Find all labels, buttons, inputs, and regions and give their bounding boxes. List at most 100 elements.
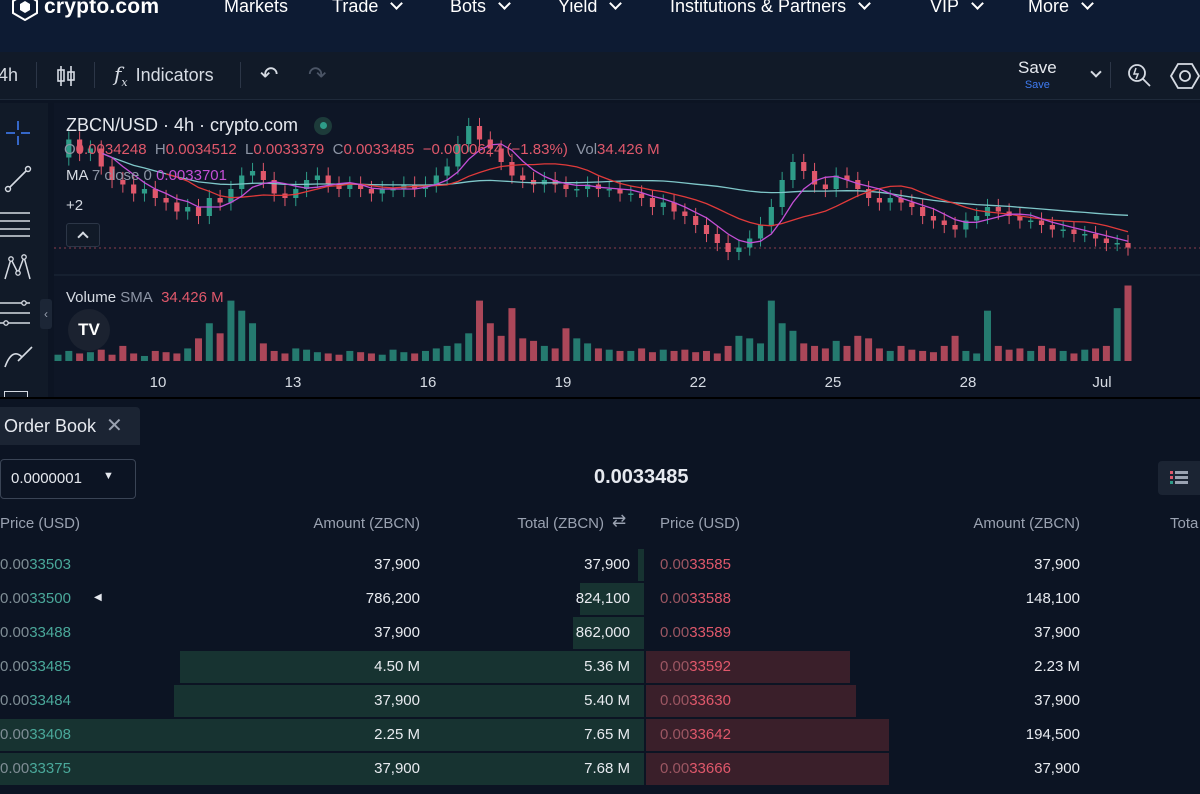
order-book-row[interactable]: 0.0033503 37,900 37,900 0.0033585 37,900 <box>0 548 1200 582</box>
ma-legend[interactable]: MA 7 close 0 0.0033701 <box>66 167 227 184</box>
bid-price[interactable]: 0.0033500 <box>0 590 71 607</box>
candle <box>790 162 796 180</box>
brush-icon[interactable] <box>2 343 34 371</box>
candle <box>920 207 926 216</box>
interval-selector[interactable]: 4h <box>0 65 19 85</box>
mid-price: 0.0033485 <box>594 466 689 488</box>
symbol-legend[interactable]: ZBCN/USD · 4h · crypto.com <box>66 115 333 136</box>
order-book-row[interactable]: 0.0033488 37,900 862,000 0.0033589 37,900 <box>0 616 1200 650</box>
bid-price[interactable]: 0.0033488 <box>0 624 71 641</box>
nav-item-bots[interactable]: Bots <box>450 0 511 17</box>
candle <box>185 207 191 212</box>
order-book-row[interactable]: 0.0033484 37,900 5.40 M 0.0033630 37,900 <box>0 684 1200 718</box>
swap-total-icon[interactable]: ⇄ <box>612 511 627 530</box>
volume-bar <box>162 352 170 361</box>
bid-price[interactable]: 0.0033408 <box>0 726 71 743</box>
candlestick-chart-canvas[interactable]: 10 13 16 19 22 25 28 Jul <box>54 103 1200 397</box>
nav-item-vip[interactable]: VIP <box>930 0 984 17</box>
brand-logo[interactable]: crypto.com <box>12 0 159 21</box>
nav-item-yield[interactable]: Yield <box>558 0 623 17</box>
volume-bar <box>216 333 224 361</box>
volume-bar <box>540 345 548 361</box>
volume-bar <box>130 353 138 361</box>
bid-price[interactable]: 0.0033375 <box>0 760 71 777</box>
ask-price[interactable]: 0.0033588 <box>660 590 731 607</box>
volume-bar <box>530 340 538 361</box>
tab-order-book[interactable]: Order Book ✕ <box>0 407 140 445</box>
bid-price[interactable]: 0.0033484 <box>0 692 71 709</box>
volume-legend[interactable]: Volume SMA 34.426 M <box>66 289 224 306</box>
candle <box>963 220 969 230</box>
fib-retracement-icon[interactable] <box>0 299 32 327</box>
ma-value: 0.0033701 <box>156 167 227 184</box>
bid-price-digits: 33484 <box>29 692 71 709</box>
tradingview-logo-icon[interactable]: TV <box>68 309 110 351</box>
layout-toggle-button[interactable] <box>1158 461 1200 495</box>
crypto-lion-icon <box>12 0 38 21</box>
volume-bar <box>227 300 235 361</box>
pattern-tool-icon[interactable] <box>2 253 32 283</box>
nav-item-more[interactable]: More <box>1028 0 1094 17</box>
save-dropdown-chevron-icon[interactable] <box>1090 66 1102 78</box>
collapse-legend-button[interactable] <box>66 223 100 247</box>
volume-bar <box>594 348 602 361</box>
candle <box>120 180 126 185</box>
bid-amount: 37,900 <box>374 692 420 709</box>
trend-line-icon[interactable] <box>4 165 32 193</box>
order-book-row[interactable]: 0.0033408 2.25 M 7.65 M 0.0033642 194,500 <box>0 718 1200 752</box>
bid-depth-bar <box>580 583 644 615</box>
candle <box>260 171 266 180</box>
volume-bar <box>1124 285 1132 361</box>
ask-price[interactable]: 0.0033642 <box>660 726 731 743</box>
x-axis-tick-label: 13 <box>285 374 302 391</box>
ask-price[interactable]: 0.0033589 <box>660 624 731 641</box>
nav-item-markets[interactable]: Markets <box>224 0 288 17</box>
price-chart[interactable]: 10 13 16 19 22 25 28 Jul ZBCN/USD · 4h · crypto… <box>54 103 1200 397</box>
bid-price[interactable]: 0.0033503 <box>0 556 71 573</box>
save-button[interactable]: Save Save <box>1018 58 1057 91</box>
undo-icon[interactable]: ↶ <box>260 62 279 87</box>
volume-bar <box>249 323 257 361</box>
ask-price[interactable]: 0.0033666 <box>660 760 731 777</box>
ask-price-digits: 33592 <box>689 658 731 675</box>
candle <box>1082 234 1088 236</box>
bid-depth-bar <box>573 617 644 649</box>
bid-depth-bar <box>638 549 644 581</box>
nav-item-institutions-partners[interactable]: Institutions & Partners <box>670 0 871 17</box>
ask-amount: 37,900 <box>1034 556 1080 573</box>
candlestick-type-icon[interactable] <box>56 64 76 88</box>
indicators-button[interactable]: fx Indicators <box>114 62 214 89</box>
nav-item-label: Bots <box>450 0 487 16</box>
volume-bar <box>259 343 267 361</box>
volume-bar <box>962 350 970 361</box>
crosshair-icon[interactable] <box>4 119 32 147</box>
candle <box>1049 225 1055 230</box>
candle <box>109 166 115 180</box>
order-book-row[interactable]: 0.0033375 37,900 7.68 M 0.0033666 37,900 <box>0 752 1200 786</box>
volume-label: Volume <box>66 289 117 306</box>
volume-bar <box>789 330 797 361</box>
text-tool-icon[interactable] <box>4 391 28 402</box>
ask-price[interactable]: 0.0033630 <box>660 692 731 709</box>
precision-select[interactable]: 0.0000001 ▼ <box>0 459 136 499</box>
bid-total: 5.36 M <box>584 658 630 675</box>
close-tab-icon[interactable]: ✕ <box>106 415 123 437</box>
nav-item-trade[interactable]: Trade <box>332 0 404 17</box>
chevron-up-icon <box>77 231 89 243</box>
candle <box>293 189 299 198</box>
order-book-row[interactable]: 0.0033500 ◀ 786,200 824,100 0.0033588 148,100 <box>0 582 1200 616</box>
more-indicators-count[interactable]: +2 <box>66 197 84 214</box>
collapse-toolbar-chevron-icon[interactable]: ‹ <box>40 299 52 329</box>
bid-total: 7.68 M <box>584 760 630 777</box>
redo-icon[interactable]: ↷ <box>308 62 327 87</box>
bid-price[interactable]: 0.0033485 <box>0 658 71 675</box>
order-book-row[interactable]: 0.0033485 4.50 M 5.36 M 0.0033592 2.23 M <box>0 650 1200 684</box>
ask-price[interactable]: 0.0033592 <box>660 658 731 675</box>
horizontal-lines-icon[interactable] <box>0 209 32 237</box>
settings-gear-icon[interactable] <box>1170 62 1200 90</box>
volume-bar <box>670 350 678 361</box>
candle <box>1028 220 1034 222</box>
bid-price-prefix: 0.00 <box>0 760 30 777</box>
quick-search-icon[interactable] <box>1126 62 1152 88</box>
ask-price[interactable]: 0.0033585 <box>660 556 731 573</box>
